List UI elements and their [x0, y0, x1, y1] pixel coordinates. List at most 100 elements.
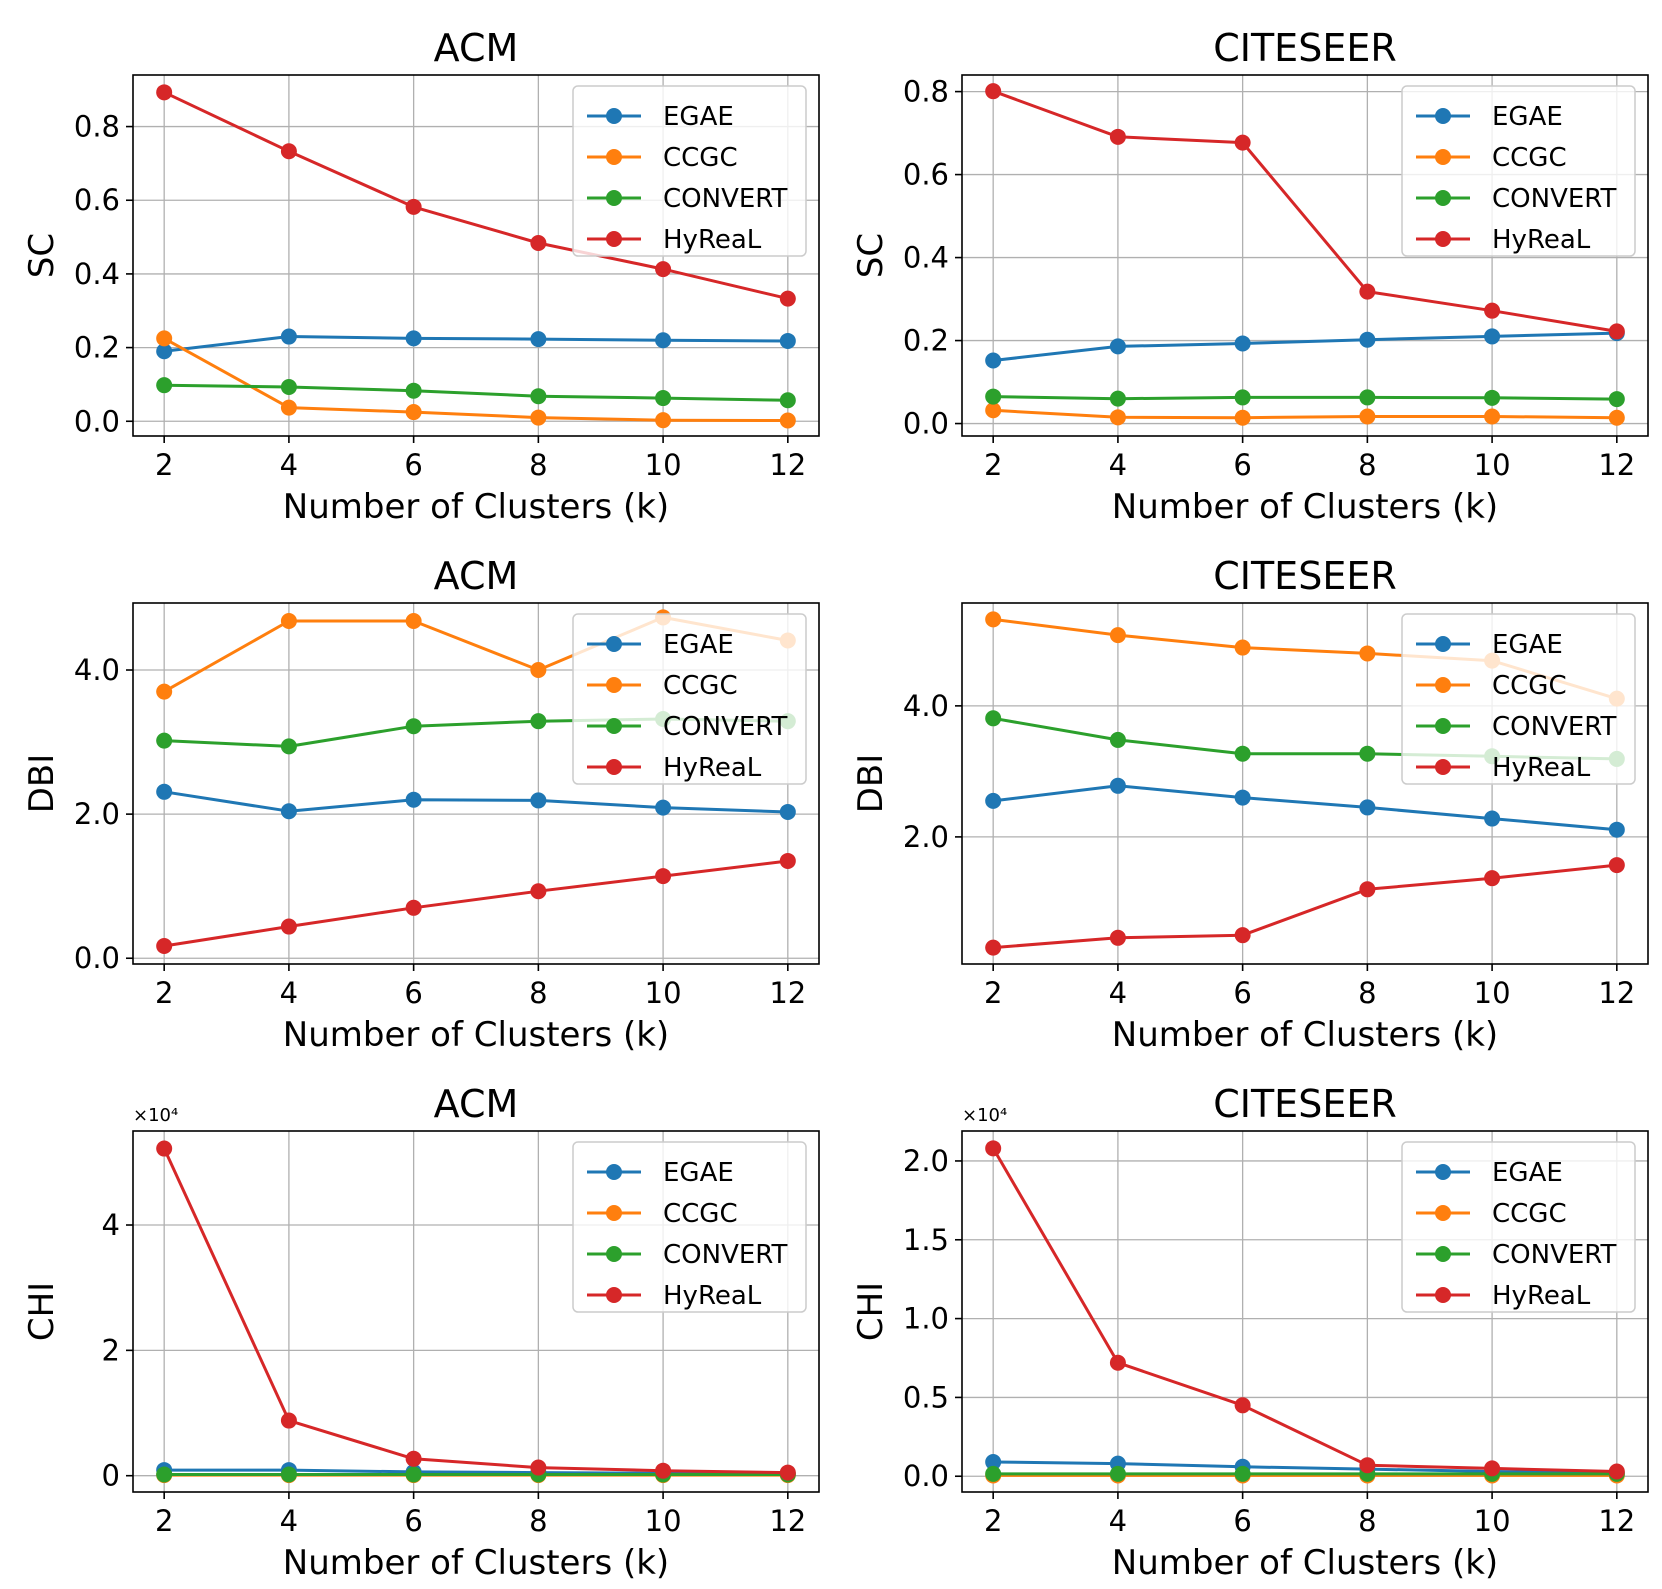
x-tick-label: 12	[769, 1504, 806, 1538]
data-point-egae	[156, 783, 173, 800]
legend-label-egae: EGAE	[1492, 102, 1563, 132]
x-tick-label: 6	[404, 976, 422, 1010]
x-axis-label: Number of Clusters (k)	[1112, 1015, 1498, 1055]
data-point-ccgc	[1608, 409, 1625, 426]
legend-label-convert: CONVERT	[1492, 712, 1616, 742]
data-point-convert	[779, 392, 796, 409]
y-tick-label: 0.0	[74, 941, 120, 975]
series-line-ccgc	[991, 408, 1619, 420]
data-point-hyreal	[1608, 323, 1625, 340]
data-point-convert	[530, 388, 547, 405]
legend-swatch-marker	[606, 636, 622, 652]
chart-panel-5: 2 4 6 8 10 12 0.0 0.5 1.0 1.5 2.0 CITESEER Number of…	[851, 1082, 1649, 1583]
x-tick-label: 6	[404, 448, 422, 482]
legend-swatch-marker	[606, 1246, 622, 1262]
data-point-hyreal	[530, 883, 547, 900]
x-tick-label: 8	[1358, 976, 1376, 1010]
x-tick-label: 4	[1109, 1504, 1127, 1538]
legend-label-hyreal: HyReaL	[663, 1281, 762, 1311]
data-point-convert	[1359, 389, 1376, 406]
data-point-egae	[405, 330, 422, 347]
data-point-hyreal	[1234, 134, 1251, 151]
legend-swatch-marker	[606, 149, 622, 165]
y-tick-label: 1.0	[903, 1302, 949, 1336]
y-tick-label: 0.2	[903, 324, 949, 358]
legend-label-ccgc: CCGC	[663, 143, 738, 173]
legend-swatch-marker	[1435, 231, 1451, 247]
x-tick-label: 6	[1233, 448, 1251, 482]
series-line-ccgc	[162, 336, 790, 422]
data-point-convert	[405, 1466, 422, 1483]
data-point-hyreal	[156, 1140, 173, 1157]
x-tick-label: 4	[280, 1504, 298, 1538]
data-point-egae	[779, 332, 796, 349]
x-tick-label: 8	[1358, 448, 1376, 482]
data-point-ccgc	[985, 402, 1002, 419]
series-line-hyreal	[162, 1147, 790, 1475]
y-tick-label: 2.0	[903, 1144, 949, 1178]
x-axis-label: Number of Clusters (k)	[1112, 487, 1498, 527]
x-tick-label: 4	[1109, 448, 1127, 482]
data-point-egae	[779, 803, 796, 820]
data-point-convert	[156, 1466, 173, 1483]
data-point-hyreal	[985, 83, 1002, 100]
y-tick-label: 4	[102, 1208, 120, 1242]
legend-box	[1401, 613, 1636, 785]
series-line-convert	[162, 383, 790, 402]
legend-label-egae: EGAE	[1492, 1158, 1563, 1188]
data-point-ccgc	[280, 399, 297, 416]
legend: EGAE CCGC CONVERT HyReaL	[572, 1141, 807, 1313]
x-tick-label: 8	[529, 1504, 547, 1538]
chart-title: CITESEER	[1213, 26, 1397, 70]
data-point-egae	[655, 332, 672, 349]
data-point-convert	[985, 1465, 1002, 1482]
data-point-ccgc	[405, 404, 422, 421]
data-point-egae	[405, 791, 422, 808]
x-axis-label: Number of Clusters (k)	[283, 487, 669, 527]
legend-box	[1401, 85, 1636, 257]
series-line-egae	[162, 790, 790, 814]
legend-swatch-marker	[1435, 1205, 1451, 1221]
data-point-egae	[1359, 799, 1376, 816]
y-tick-label: 0.0	[903, 407, 949, 441]
data-point-ccgc	[530, 409, 547, 426]
legend-swatch-marker	[1435, 759, 1451, 775]
data-point-convert	[156, 732, 173, 749]
x-tick-label: 12	[769, 976, 806, 1010]
data-point-ccgc	[655, 412, 672, 429]
legend-swatch-marker	[1435, 636, 1451, 652]
data-point-egae	[530, 792, 547, 809]
x-tick-label: 10	[645, 1504, 682, 1538]
legend-box	[1401, 1141, 1636, 1313]
legend-swatch-marker	[1435, 1246, 1451, 1262]
data-point-ccgc	[1234, 409, 1251, 426]
data-point-convert	[530, 713, 547, 730]
data-point-egae	[985, 352, 1002, 369]
data-point-egae	[1608, 821, 1625, 838]
legend-label-convert: CONVERT	[663, 1240, 787, 1270]
legend-label-ccgc: CCGC	[1492, 671, 1567, 701]
legend-swatch-marker	[1435, 718, 1451, 734]
data-point-ccgc	[1359, 408, 1376, 425]
data-point-hyreal	[1359, 283, 1376, 300]
data-point-ccgc	[985, 611, 1002, 628]
data-point-convert	[1234, 1465, 1251, 1482]
data-point-hyreal	[280, 143, 297, 160]
x-tick-label: 2	[984, 976, 1002, 1010]
data-point-convert	[280, 379, 297, 396]
y-tick-label: 0.2	[74, 331, 120, 365]
data-point-convert	[1359, 745, 1376, 762]
plot-frame	[961, 1130, 1649, 1493]
data-point-hyreal	[1359, 1457, 1376, 1474]
plot-frame	[132, 602, 820, 965]
plot-frame	[132, 74, 820, 437]
series-line-hyreal	[162, 859, 790, 948]
y-tick-label: 0.8	[903, 75, 949, 109]
x-tick-label: 10	[645, 448, 682, 482]
y-tick-label: 4.0	[74, 653, 120, 687]
legend-swatch-marker	[606, 108, 622, 124]
chart-title: ACM	[434, 554, 519, 598]
data-point-convert	[405, 382, 422, 399]
legend-swatch-marker	[606, 759, 622, 775]
y-tick-label: 0.4	[74, 257, 120, 291]
